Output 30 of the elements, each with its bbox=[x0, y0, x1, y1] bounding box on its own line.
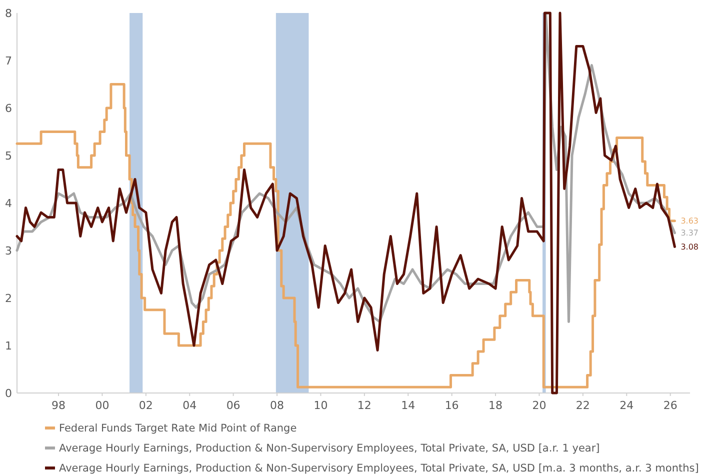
y-tick-label: 4 bbox=[5, 196, 12, 210]
x-tick-label: 22 bbox=[576, 399, 590, 412]
legend-label: Average Hourly Earnings, Production & Non-Supervisory Employees, Total Private, SA, USD [m.a. 3 months, a.r. 3 months] bbox=[59, 462, 699, 475]
legend-label: Average Hourly Earnings, Production & Non-Supervisory Employees, Total Private, SA, USD [a.r. 1 year] bbox=[59, 442, 600, 455]
x-tick-label: 98 bbox=[52, 399, 66, 412]
y-tick-label: 7 bbox=[5, 54, 12, 68]
data-label: 3.08 bbox=[680, 242, 699, 252]
x-tick-label: 20 bbox=[532, 399, 546, 412]
x-tick-label: 16 bbox=[444, 399, 459, 412]
data-label: 3.63 bbox=[680, 216, 699, 226]
x-tick-label: 08 bbox=[270, 399, 284, 412]
x-tick-label: 06 bbox=[226, 399, 240, 412]
x-tick-label: 04 bbox=[182, 399, 197, 412]
y-tick-label: 8 bbox=[5, 6, 12, 20]
x-tick-label: 26 bbox=[663, 399, 678, 412]
y-tick-label: 2 bbox=[5, 292, 12, 305]
y-tick-label: 3 bbox=[5, 244, 12, 258]
y-tick-label: 6 bbox=[5, 102, 12, 115]
x-tick-label: 24 bbox=[620, 399, 634, 412]
x-tick-label: 12 bbox=[357, 399, 372, 412]
y-tick-label: 5 bbox=[5, 149, 12, 162]
x-tick-label: 10 bbox=[314, 399, 328, 412]
y-tick-label: 1 bbox=[5, 339, 12, 352]
x-tick-label: 00 bbox=[95, 399, 110, 412]
y-tick-label: 0 bbox=[5, 386, 12, 400]
legend-label: Federal Funds Target Rate Mid Point of Range bbox=[59, 422, 297, 435]
x-tick-label: 18 bbox=[488, 399, 503, 412]
data-label: 3.37 bbox=[680, 228, 699, 238]
x-tick-label: 02 bbox=[138, 399, 153, 412]
x-tick-label: 14 bbox=[401, 399, 416, 412]
